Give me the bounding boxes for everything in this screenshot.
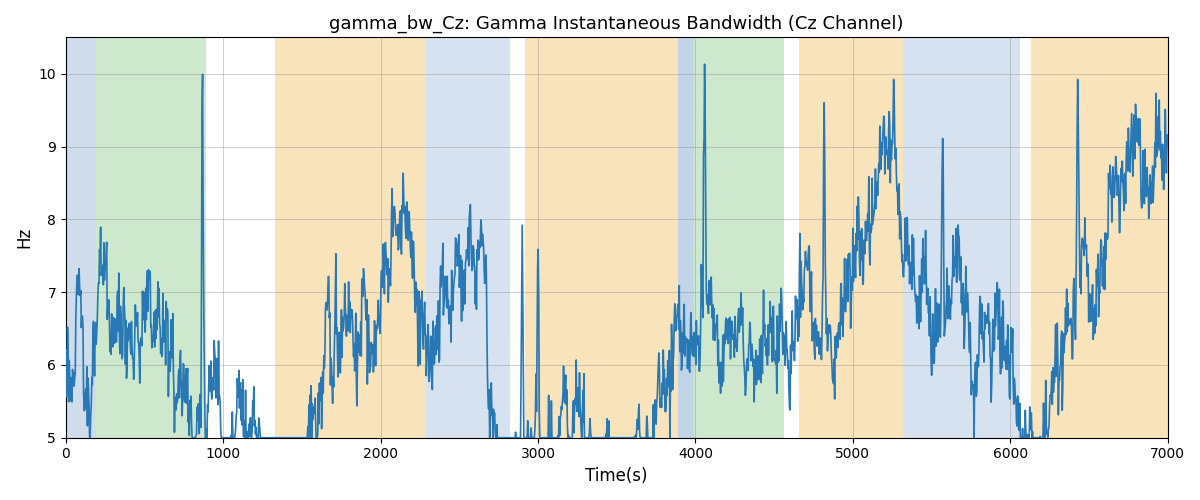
Bar [904, 38, 1020, 438]
Bar [526, 38, 678, 438]
Bar [678, 38, 694, 438]
Bar [275, 38, 426, 438]
Bar [799, 38, 904, 438]
Bar [96, 38, 206, 438]
Y-axis label: Hz: Hz [16, 227, 34, 248]
Bar [694, 38, 784, 438]
Bar [66, 38, 96, 438]
X-axis label: Time(s): Time(s) [586, 467, 648, 485]
Title: gamma_bw_Cz: Gamma Instantaneous Bandwidth (Cz Channel): gamma_bw_Cz: Gamma Instantaneous Bandwid… [330, 15, 904, 34]
Bar [426, 38, 510, 438]
Bar [1031, 38, 1168, 438]
